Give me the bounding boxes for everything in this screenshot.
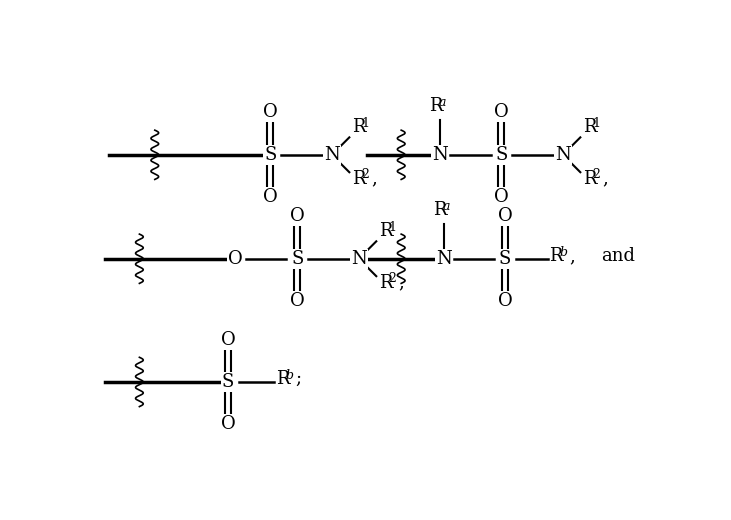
Text: b: b (286, 369, 294, 382)
Text: ,: , (371, 170, 377, 188)
Text: S: S (499, 250, 512, 268)
Text: O: O (228, 250, 243, 268)
Text: O: O (263, 103, 278, 122)
Text: S: S (291, 250, 303, 268)
Text: O: O (290, 292, 305, 310)
Text: O: O (494, 188, 509, 206)
Text: 1: 1 (362, 116, 370, 129)
Text: O: O (290, 207, 305, 225)
Text: ,: , (398, 274, 404, 292)
Text: O: O (221, 331, 235, 348)
Text: R: R (276, 370, 289, 388)
Text: O: O (263, 188, 278, 206)
Text: O: O (498, 207, 512, 225)
Text: N: N (351, 250, 367, 268)
Text: R: R (549, 247, 563, 265)
Text: O: O (494, 103, 509, 122)
Text: R: R (583, 118, 596, 136)
Text: O: O (221, 415, 235, 433)
Text: R: R (379, 222, 392, 240)
Text: S: S (221, 373, 234, 391)
Text: b: b (559, 246, 567, 259)
Text: 2: 2 (362, 168, 370, 181)
Text: R: R (433, 201, 446, 219)
Text: N: N (555, 146, 571, 164)
Text: ,: , (602, 170, 608, 188)
Text: S: S (495, 146, 507, 164)
Text: a: a (439, 96, 447, 109)
Text: O: O (498, 292, 512, 310)
Text: R: R (379, 274, 392, 292)
Text: S: S (264, 146, 276, 164)
Text: R: R (429, 97, 442, 115)
Text: ,: , (569, 247, 575, 265)
Text: N: N (324, 146, 340, 164)
Text: and: and (602, 247, 635, 265)
Text: R: R (352, 118, 366, 136)
Text: N: N (432, 146, 447, 164)
Text: R: R (583, 170, 596, 188)
Text: R: R (352, 170, 366, 188)
Text: 2: 2 (389, 272, 396, 285)
Text: 1: 1 (389, 220, 397, 233)
Text: 1: 1 (593, 116, 601, 129)
Text: 2: 2 (593, 168, 601, 181)
Text: a: a (443, 200, 450, 213)
Text: N: N (436, 250, 452, 268)
Text: ;: ; (295, 370, 301, 388)
